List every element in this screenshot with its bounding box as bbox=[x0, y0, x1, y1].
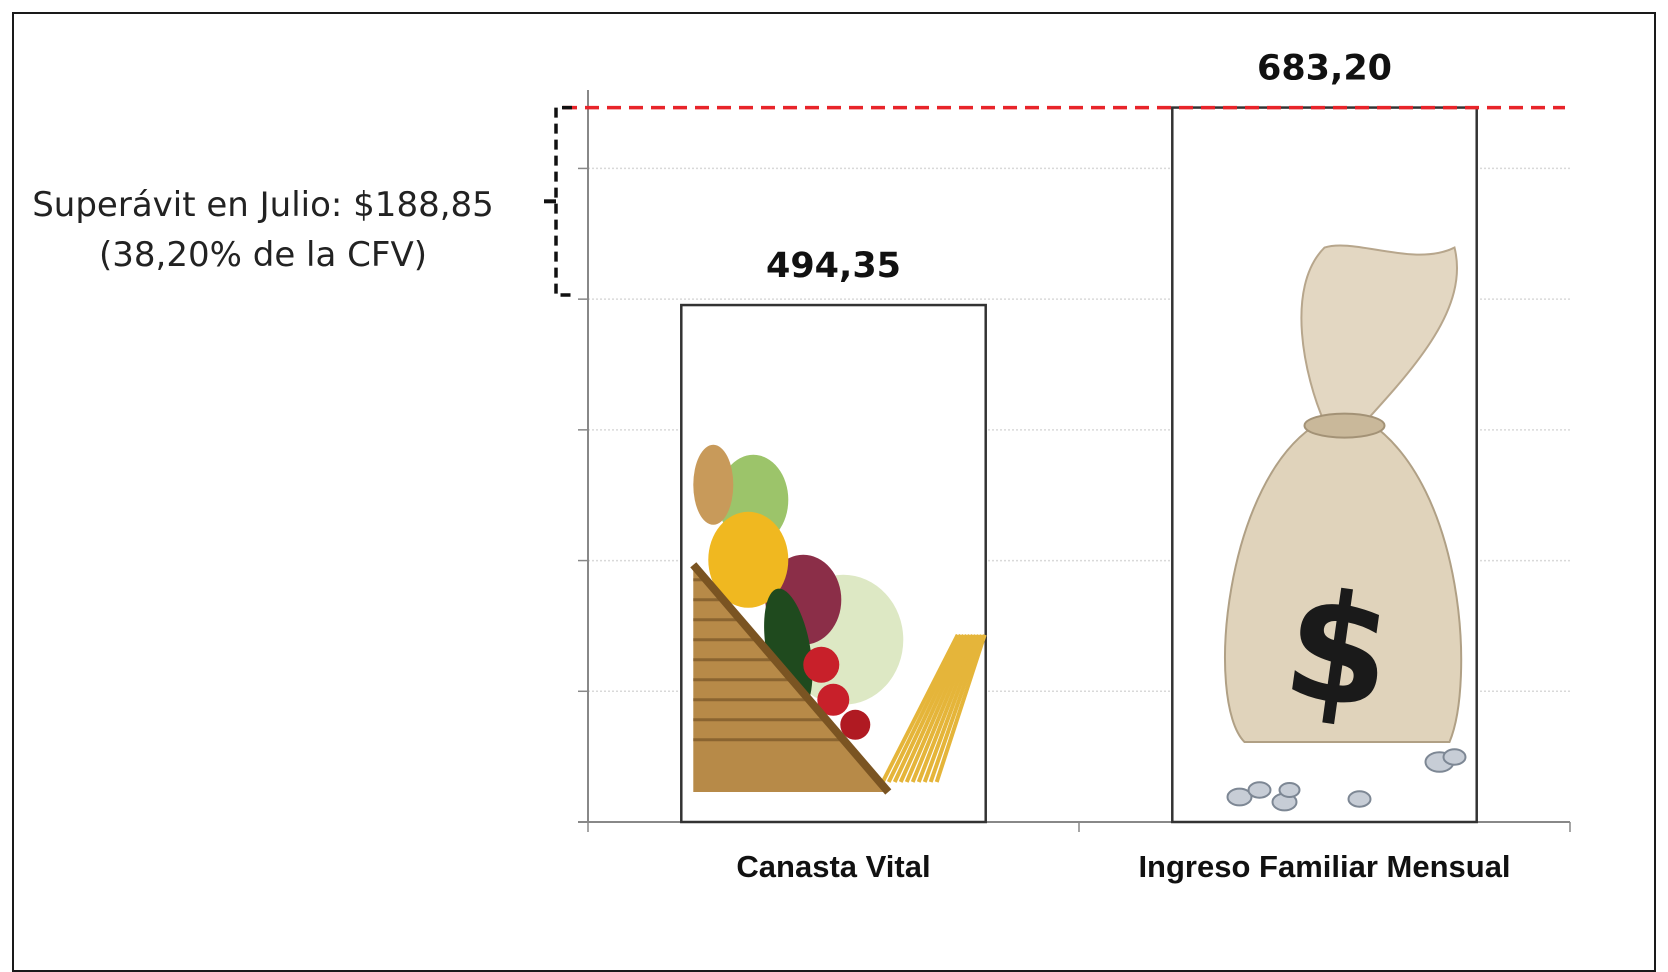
surplus-annotation-line1: Superávit en Julio: $188,85 bbox=[32, 185, 494, 225]
coin-icon bbox=[1278, 782, 1301, 798]
surplus-bracket bbox=[554, 105, 572, 297]
surplus-annotation: Superávit en Julio: $188,85 (38,20% de l… bbox=[18, 180, 508, 280]
data-label: 494,35 bbox=[766, 246, 901, 286]
data-label: 683,20 bbox=[1257, 49, 1392, 89]
x-tick-label: Canasta Vital bbox=[736, 849, 930, 884]
dollar-sign-icon: $ bbox=[1274, 557, 1402, 744]
coin-icon bbox=[1226, 787, 1253, 807]
bar-chart: 494,35 Canasta Vital 683,20 Ingreso Familia… bbox=[544, 49, 1571, 884]
coin-icon bbox=[1442, 748, 1467, 766]
surplus-annotation-line2: (38,20% de la CFV) bbox=[99, 235, 427, 275]
x-tick-label: Ingreso Familiar Mensual bbox=[1138, 849, 1510, 884]
coin-icon bbox=[1347, 790, 1372, 808]
vegetable-basket-icon bbox=[690, 444, 987, 795]
money-bag-icon: $ bbox=[1224, 244, 1467, 812]
coin-icon bbox=[1247, 781, 1272, 799]
